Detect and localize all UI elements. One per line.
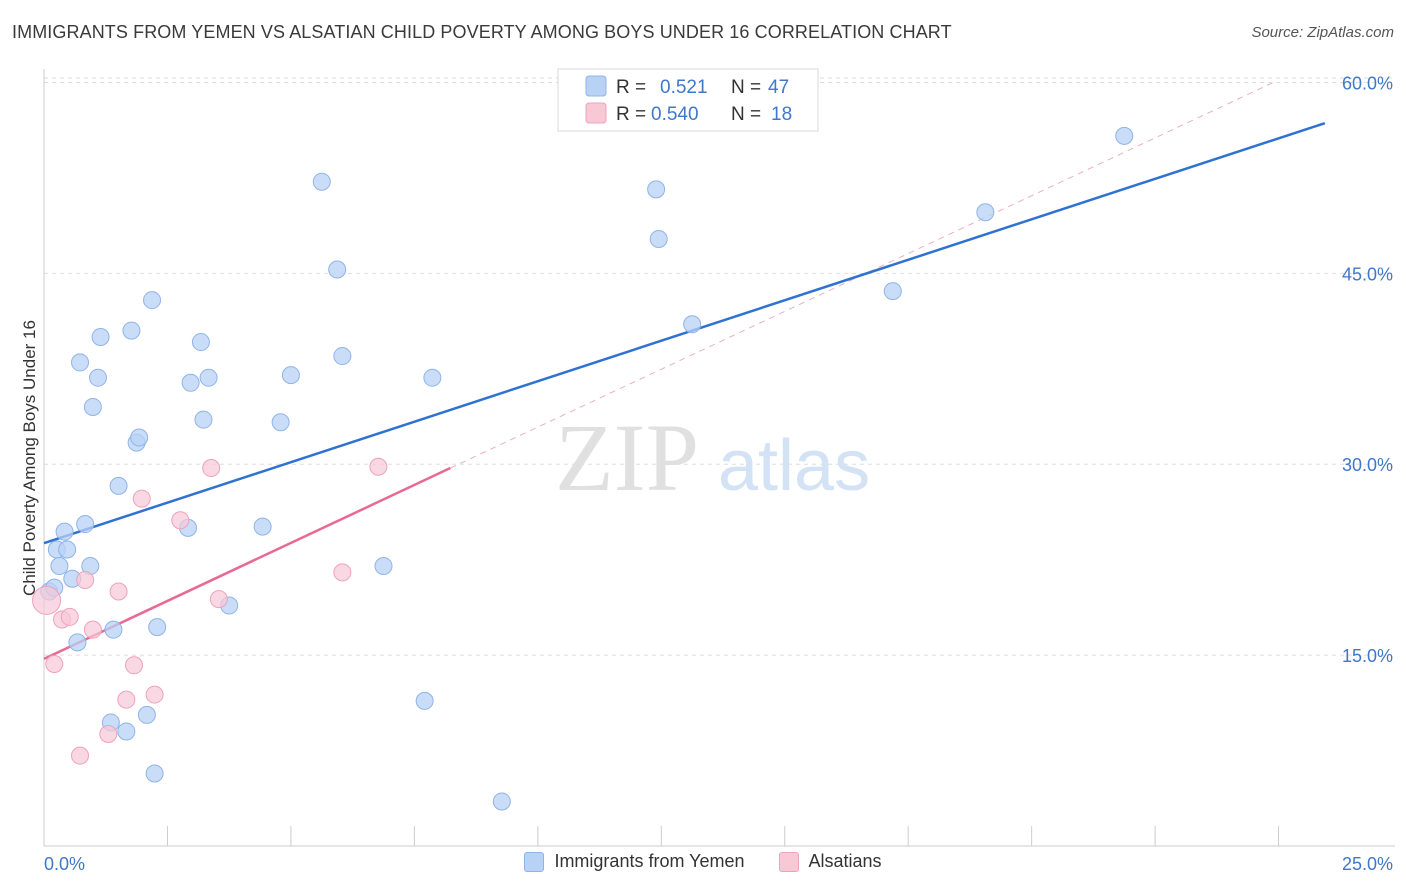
legend-item-yemen[interactable]: Immigrants from Yemen <box>524 851 745 872</box>
x-ticks <box>166 826 1280 846</box>
point-yemen <box>194 410 213 429</box>
y-tick-label: 60.0% <box>1342 73 1393 93</box>
point-yemen <box>83 397 102 416</box>
stats-n-value-blue: 47 <box>768 77 789 98</box>
point-yemen <box>423 368 442 387</box>
stats-swatch-pink <box>585 102 607 124</box>
data-points <box>32 126 1134 811</box>
point-yemen <box>137 705 156 724</box>
point-yemen <box>199 368 218 387</box>
point-alsatians <box>132 489 151 508</box>
point-alsatians <box>45 655 64 674</box>
gridlines <box>44 77 1395 656</box>
legend-item-alsatians[interactable]: Alsatians <box>778 851 882 872</box>
point-yemen <box>492 792 511 811</box>
axes <box>43 69 1395 847</box>
point-yemen <box>91 327 110 346</box>
point-yemen <box>55 522 74 541</box>
stats-r-value-pink: 0.540 <box>651 104 699 125</box>
stats-r-value-blue: 0.521 <box>660 77 708 98</box>
watermark: ZIP atlas <box>555 404 870 511</box>
point-yemen <box>415 691 434 710</box>
point-yemen <box>683 315 702 334</box>
stats-n-label-blue: N = <box>731 77 761 98</box>
point-yemen <box>312 172 331 191</box>
point-yemen <box>89 368 108 387</box>
stats-swatch-blue <box>585 75 607 97</box>
point-alsatians <box>83 620 102 639</box>
y-tick-label: 45.0% <box>1342 264 1393 284</box>
stats-n-value-pink: 18 <box>771 104 792 125</box>
point-yemen <box>58 540 77 559</box>
y-tick-label: 30.0% <box>1342 455 1393 475</box>
point-yemen <box>122 321 141 340</box>
point-yemen <box>181 373 200 392</box>
point-alsatians <box>76 571 95 590</box>
series-legend: Immigrants from Yemen Alsatians <box>0 851 1406 872</box>
trend-line-yemen <box>43 121 1326 545</box>
point-yemen <box>649 229 668 248</box>
point-alsatians <box>333 563 352 582</box>
source-credit: Source: ZipAtlas.com <box>1251 24 1394 41</box>
watermark-atlas: atlas <box>718 426 870 506</box>
point-yemen <box>109 476 128 495</box>
legend-label-yemen: Immigrants from Yemen <box>554 851 745 871</box>
point-yemen <box>143 291 162 310</box>
x-tick-label: 25.0% <box>1342 854 1393 874</box>
point-yemen <box>883 282 902 301</box>
point-alsatians <box>125 656 144 675</box>
point-yemen <box>647 180 666 199</box>
watermark-zip: ZIP <box>555 404 699 511</box>
trend-lines <box>43 81 1326 661</box>
stats-legend: R = 0.521 N = 47 R = 0.540 N = 18 <box>557 68 819 132</box>
legend-label-alsatians: Alsatians <box>808 851 882 871</box>
point-yemen <box>68 633 87 652</box>
point-yemen <box>976 203 995 222</box>
point-yemen <box>117 722 136 741</box>
point-yemen <box>333 347 352 366</box>
stats-n-label-pink: N = <box>731 104 761 125</box>
point-yemen <box>191 333 210 352</box>
point-alsatians <box>109 582 128 601</box>
legend-swatch-alsatians <box>778 851 799 872</box>
point-alsatians <box>202 459 221 478</box>
point-alsatians <box>145 685 164 704</box>
tick-labels: 15.0% 30.0% 45.0% 60.0% 0.0% 25.0% <box>44 73 1393 874</box>
point-yemen <box>145 764 164 783</box>
point-alsatians <box>209 590 228 609</box>
point-alsatians <box>71 746 90 765</box>
y-tick-label: 15.0% <box>1342 646 1393 666</box>
point-yemen <box>76 515 95 534</box>
point-yemen <box>104 620 123 639</box>
chart-title: IMMIGRANTS FROM YEMEN VS ALSATIAN CHILD … <box>12 22 952 42</box>
point-alsatians <box>60 607 79 626</box>
point-yemen <box>328 260 347 279</box>
point-yemen <box>253 517 272 536</box>
legend-swatch-yemen <box>524 851 545 872</box>
stats-r-label-blue: R = <box>616 77 646 98</box>
point-alsatians <box>171 511 190 530</box>
point-yemen <box>71 353 90 372</box>
point-alsatians <box>32 585 62 615</box>
point-yemen <box>1115 126 1134 145</box>
point-yemen <box>281 366 300 385</box>
stats-r-label-pink: R = <box>616 104 646 125</box>
point-yemen <box>374 557 393 576</box>
point-alsatians <box>99 725 118 744</box>
point-yemen <box>271 413 290 432</box>
point-alsatians <box>369 457 388 476</box>
point-yemen <box>130 428 149 447</box>
point-alsatians <box>117 690 136 709</box>
x-tick-label: 0.0% <box>44 854 85 874</box>
point-yemen <box>50 557 69 576</box>
point-yemen <box>148 618 167 637</box>
